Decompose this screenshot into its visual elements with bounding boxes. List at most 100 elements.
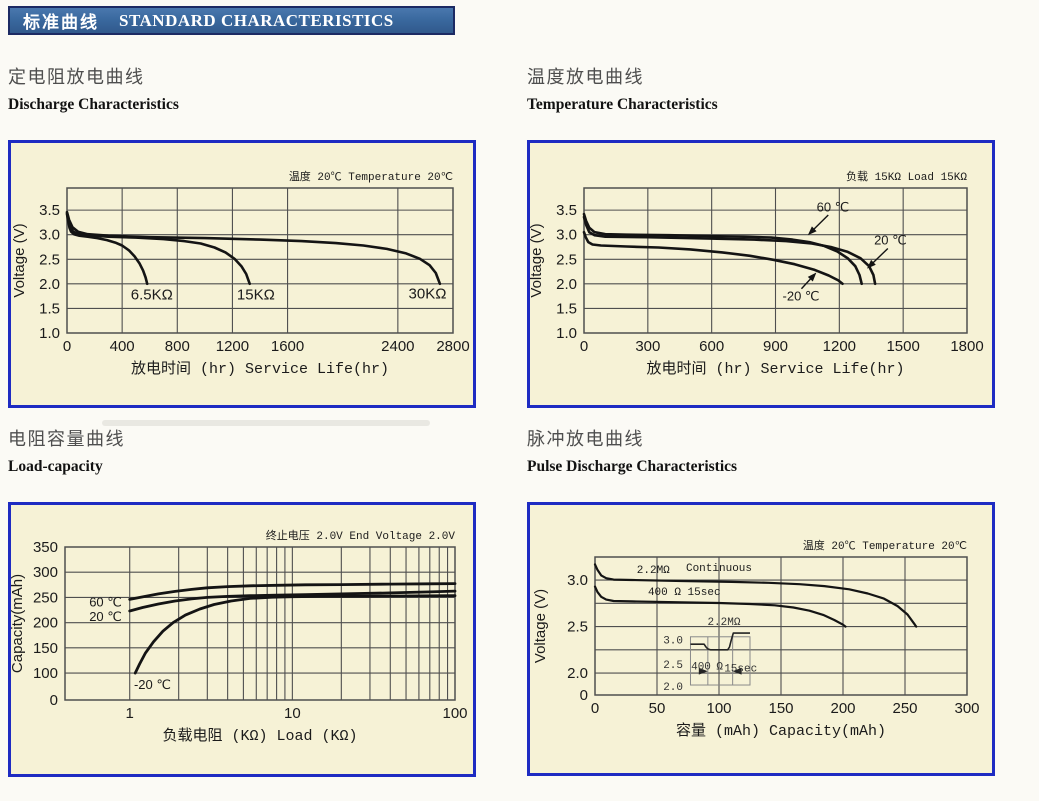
svg-text:放电时间 (hr) Service Life(hr): 放电时间 (hr) Service Life(hr) bbox=[131, 360, 389, 378]
section-title-en: Load-capacity bbox=[8, 458, 103, 475]
svg-text:1200: 1200 bbox=[216, 338, 249, 355]
chart-panel-load-capacity: 1 10 100 0 100 150 200 250 300 350 负载电阻 (KΩ) Load … bbox=[8, 502, 476, 777]
svg-text:100: 100 bbox=[442, 705, 467, 722]
chart-panel-pulse-discharge: 0 50 100 150 200 250 300 0 2.0 2.5 3.0 容量 (mAh) Cap… bbox=[527, 502, 995, 776]
svg-text:10: 10 bbox=[284, 705, 301, 722]
svg-text:800: 800 bbox=[165, 338, 190, 355]
svg-text:1.5: 1.5 bbox=[556, 300, 577, 317]
svg-text:1800: 1800 bbox=[950, 338, 983, 355]
svg-text:2.2MΩ: 2.2MΩ bbox=[707, 617, 740, 629]
svg-text:2.0: 2.0 bbox=[663, 682, 683, 694]
section-discharge-characteristics: 定电阻放电曲线 Discharge Characteristics bbox=[8, 64, 179, 115]
svg-text:2400: 2400 bbox=[381, 338, 414, 355]
svg-text:0: 0 bbox=[580, 338, 588, 355]
svg-text:温度 20℃ Temperature 20℃: 温度 20℃ Temperature 20℃ bbox=[289, 169, 453, 184]
section-pulse-discharge: 脉冲放电曲线 Pulse Discharge Characteristics bbox=[527, 426, 737, 477]
svg-text:20 ℃: 20 ℃ bbox=[874, 233, 907, 248]
section-title-zh: 温度放电曲线 bbox=[527, 67, 644, 87]
standard-characteristics-banner: 标准曲线 STANDARD CHARACTERISTICS bbox=[8, 6, 455, 35]
svg-text:2.0: 2.0 bbox=[556, 276, 577, 293]
svg-text:6.5KΩ: 6.5KΩ bbox=[131, 287, 173, 304]
section-title-en: Temperature Characteristics bbox=[527, 96, 718, 113]
section-temperature-characteristics: 温度放电曲线 Temperature Characteristics bbox=[527, 64, 718, 115]
load-capacity-chart: 1 10 100 0 100 150 200 250 300 350 负载电阻 (KΩ) Load … bbox=[11, 528, 468, 745]
svg-text:1.5: 1.5 bbox=[39, 300, 60, 317]
svg-text:400: 400 bbox=[110, 338, 135, 355]
svg-text:0: 0 bbox=[580, 687, 588, 704]
section-title-en: Discharge Characteristics bbox=[8, 96, 179, 113]
svg-text:900: 900 bbox=[763, 338, 788, 355]
svg-text:100: 100 bbox=[33, 665, 58, 682]
svg-text:放电时间 (hr) Service Life(hr): 放电时间 (hr) Service Life(hr) bbox=[646, 360, 904, 378]
svg-text:2.2MΩ: 2.2MΩ bbox=[637, 565, 670, 577]
svg-text:600: 600 bbox=[699, 338, 724, 355]
svg-text:400: 400 bbox=[691, 662, 711, 674]
chart-panel-temperature: 0 300 600 900 1200 1500 1800 1.0 1.5 2.0 2.5 3.0 3.5… bbox=[527, 140, 995, 408]
svg-text:-20 ℃: -20 ℃ bbox=[783, 289, 820, 304]
svg-text:300: 300 bbox=[33, 564, 58, 581]
discharge-characteristics-chart: 0 400 800 1200 1600 2400 2800 1.0 1.5 2.0 2.5 3.0 3.… bbox=[11, 169, 470, 378]
svg-text:0: 0 bbox=[50, 692, 58, 709]
svg-text:Voltage (V): Voltage (V) bbox=[530, 223, 545, 297]
svg-text:300: 300 bbox=[954, 700, 979, 717]
svg-text:1500: 1500 bbox=[886, 338, 919, 355]
svg-text:3.0: 3.0 bbox=[567, 572, 588, 589]
svg-text:350: 350 bbox=[33, 539, 58, 556]
svg-text:Voltage (V): Voltage (V) bbox=[11, 223, 28, 297]
banner-title-en: STANDARD CHARACTERISTICS bbox=[119, 10, 394, 30]
svg-text:1.0: 1.0 bbox=[39, 325, 60, 342]
svg-text:1200: 1200 bbox=[823, 338, 856, 355]
svg-text:250: 250 bbox=[33, 589, 58, 606]
svg-text:60 ℃: 60 ℃ bbox=[89, 594, 122, 609]
svg-text:3.5: 3.5 bbox=[39, 202, 60, 219]
svg-text:负载 15KΩ Load 15KΩ: 负载 15KΩ Load 15KΩ bbox=[846, 169, 967, 184]
svg-text:200: 200 bbox=[830, 700, 855, 717]
svg-text:150: 150 bbox=[33, 640, 58, 657]
svg-text:300: 300 bbox=[635, 338, 660, 355]
svg-text:Ω: Ω bbox=[716, 662, 723, 674]
svg-text:终止电压 2.0V End Voltage 2.0V: 终止电压 2.0V End Voltage 2.0V bbox=[266, 528, 456, 543]
svg-text:2.0: 2.0 bbox=[567, 665, 588, 682]
svg-text:400 Ω 15sec: 400 Ω 15sec bbox=[648, 587, 721, 599]
svg-text:Capacity(mAh): Capacity(mAh) bbox=[11, 574, 26, 673]
svg-text:15sec: 15sec bbox=[724, 663, 757, 675]
svg-text:15KΩ: 15KΩ bbox=[237, 287, 275, 304]
svg-text:100: 100 bbox=[706, 700, 731, 717]
svg-text:2800: 2800 bbox=[436, 338, 469, 355]
svg-text:30KΩ: 30KΩ bbox=[409, 286, 447, 303]
section-title-zh: 电阻容量曲线 bbox=[8, 429, 125, 449]
svg-text:150: 150 bbox=[768, 700, 793, 717]
section-load-capacity: 电阻容量曲线 Load-capacity bbox=[8, 426, 125, 477]
svg-text:Continuous: Continuous bbox=[686, 563, 752, 575]
svg-text:0: 0 bbox=[63, 338, 71, 355]
svg-text:1: 1 bbox=[126, 705, 134, 722]
svg-text:3.0: 3.0 bbox=[39, 227, 60, 244]
svg-text:20 ℃: 20 ℃ bbox=[89, 609, 122, 624]
svg-text:容量 (mAh) Capacity(mAh): 容量 (mAh) Capacity(mAh) bbox=[676, 722, 886, 740]
svg-text:3.0: 3.0 bbox=[663, 636, 683, 648]
svg-text:3.5: 3.5 bbox=[556, 202, 577, 219]
svg-text:1600: 1600 bbox=[271, 338, 304, 355]
temperature-characteristics-chart: 0 300 600 900 1200 1500 1800 1.0 1.5 2.0 2.5 3.0 3.5… bbox=[530, 169, 984, 378]
svg-text:1.0: 1.0 bbox=[556, 325, 577, 342]
svg-text:50: 50 bbox=[649, 700, 666, 717]
svg-text:负载电阻 (KΩ) Load (KΩ): 负载电阻 (KΩ) Load (KΩ) bbox=[162, 727, 357, 745]
svg-text:200: 200 bbox=[33, 615, 58, 632]
svg-text:250: 250 bbox=[892, 700, 917, 717]
svg-text:Voltage (V): Voltage (V) bbox=[532, 589, 549, 663]
section-title-zh: 定电阻放电曲线 bbox=[8, 67, 145, 87]
svg-text:2.5: 2.5 bbox=[567, 619, 588, 636]
svg-text:-20 ℃: -20 ℃ bbox=[134, 677, 171, 692]
svg-text:2.0: 2.0 bbox=[39, 276, 60, 293]
svg-text:温度 20℃ Temperature 20℃: 温度 20℃ Temperature 20℃ bbox=[803, 538, 967, 553]
section-title-en: Pulse Discharge Characteristics bbox=[527, 458, 738, 475]
svg-text:60 ℃: 60 ℃ bbox=[817, 200, 850, 215]
svg-text:2.5: 2.5 bbox=[39, 251, 60, 268]
banner-title-zh: 标准曲线 bbox=[23, 13, 99, 32]
section-title-zh: 脉冲放电曲线 bbox=[527, 429, 644, 449]
svg-text:3.0: 3.0 bbox=[556, 227, 577, 244]
pulse-discharge-chart: 0 50 100 150 200 250 300 0 2.0 2.5 3.0 容量 (mAh) Cap… bbox=[532, 538, 980, 740]
svg-text:2.5: 2.5 bbox=[663, 660, 683, 672]
scan-artifact-streak bbox=[102, 420, 430, 426]
chart-panel-discharge: 0 400 800 1200 1600 2400 2800 1.0 1.5 2.0 2.5 3.0 3.… bbox=[8, 140, 476, 408]
